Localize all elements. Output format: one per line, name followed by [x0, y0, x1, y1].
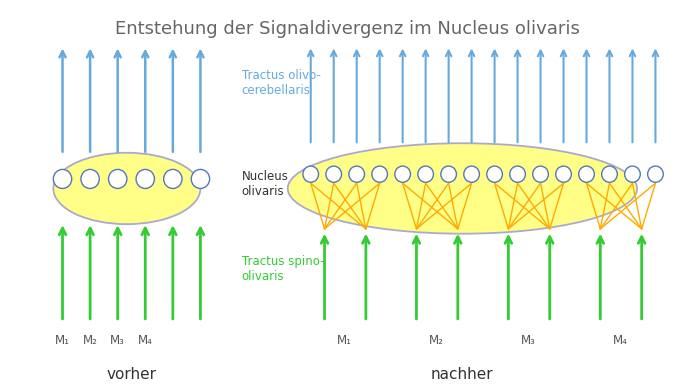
Text: Entstehung der Signaldivergenz im Nucleus olivaris: Entstehung der Signaldivergenz im Nucleu…	[115, 20, 580, 38]
Circle shape	[625, 166, 640, 182]
Text: Nucleus
olivaris: Nucleus olivaris	[242, 170, 288, 198]
Circle shape	[648, 166, 663, 182]
Circle shape	[509, 166, 525, 182]
Circle shape	[81, 170, 99, 189]
Circle shape	[136, 170, 154, 189]
Circle shape	[533, 166, 548, 182]
Circle shape	[163, 170, 182, 189]
Circle shape	[108, 170, 127, 189]
Text: M₁: M₁	[337, 334, 352, 347]
Text: vorher: vorher	[106, 367, 156, 381]
Circle shape	[418, 166, 434, 182]
Circle shape	[349, 166, 364, 182]
Text: M₁: M₁	[55, 334, 70, 347]
Text: Tractus olivo-
cerebellaris: Tractus olivo- cerebellaris	[242, 69, 320, 97]
Text: M₄: M₄	[613, 334, 628, 347]
Circle shape	[191, 170, 210, 189]
Circle shape	[395, 166, 411, 182]
Circle shape	[54, 170, 72, 189]
Text: Tractus spino-
olivaris: Tractus spino- olivaris	[242, 255, 325, 283]
Ellipse shape	[288, 143, 637, 234]
Circle shape	[602, 166, 617, 182]
Circle shape	[326, 166, 341, 182]
Text: M₃: M₃	[111, 334, 125, 347]
Circle shape	[486, 166, 502, 182]
Text: nachher: nachher	[431, 367, 493, 381]
Circle shape	[556, 166, 571, 182]
Circle shape	[303, 166, 318, 182]
Circle shape	[579, 166, 594, 182]
Circle shape	[372, 166, 388, 182]
Text: M₂: M₂	[83, 334, 97, 347]
Ellipse shape	[54, 153, 200, 224]
Text: M₂: M₂	[430, 334, 444, 347]
Circle shape	[464, 166, 480, 182]
Circle shape	[441, 166, 457, 182]
Text: M₃: M₃	[521, 334, 536, 347]
Text: M₄: M₄	[138, 334, 153, 347]
